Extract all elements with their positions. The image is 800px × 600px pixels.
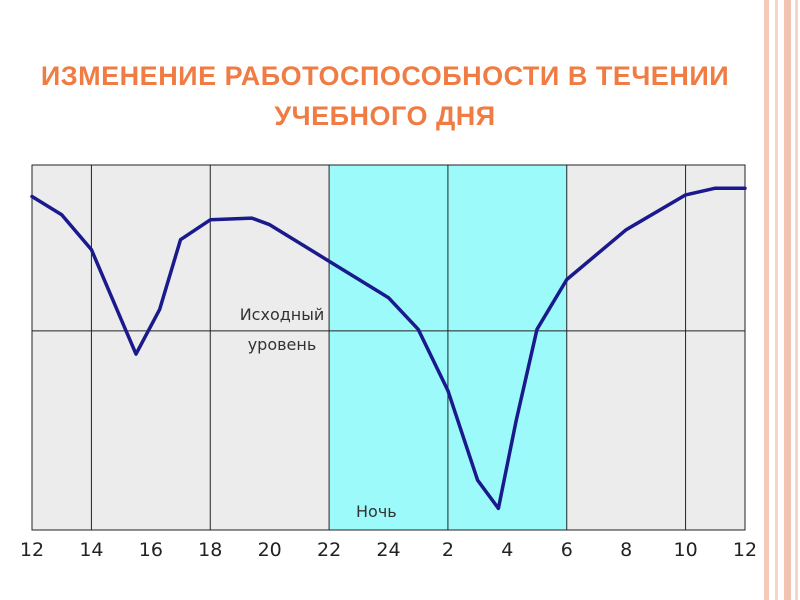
x-tick-label: 24 bbox=[376, 539, 400, 561]
x-tick-label: 6 bbox=[561, 539, 573, 561]
slide-stripe bbox=[784, 0, 791, 600]
x-tick-label: 20 bbox=[258, 539, 282, 561]
plot-frame bbox=[31, 164, 746, 531]
x-tick-label: 14 bbox=[79, 539, 103, 561]
slide-stripe bbox=[764, 0, 769, 600]
x-tick-label: 4 bbox=[501, 539, 513, 561]
x-tick-label: 12 bbox=[733, 539, 757, 561]
slide-stripe bbox=[775, 0, 778, 600]
x-tick-label: 22 bbox=[317, 539, 341, 561]
x-tick-label: 8 bbox=[620, 539, 632, 561]
x-tick-label: 2 bbox=[442, 539, 454, 561]
data-line bbox=[30, 186, 747, 511]
reference-label: Исходный уровень bbox=[239, 305, 325, 354]
x-tick-label: 16 bbox=[139, 539, 163, 561]
slide-stripe bbox=[795, 0, 798, 600]
x-tick-label: 18 bbox=[198, 539, 222, 561]
band-label: Ночь bbox=[356, 502, 397, 521]
x-tick-label: 10 bbox=[673, 539, 697, 561]
x-tick-label: 12 bbox=[20, 539, 44, 561]
chart-title: ИЗМЕНЕНИЕ РАБОТОСПОСОБНОСТИ В ТЕЧЕНИИ УЧ… bbox=[40, 61, 730, 131]
